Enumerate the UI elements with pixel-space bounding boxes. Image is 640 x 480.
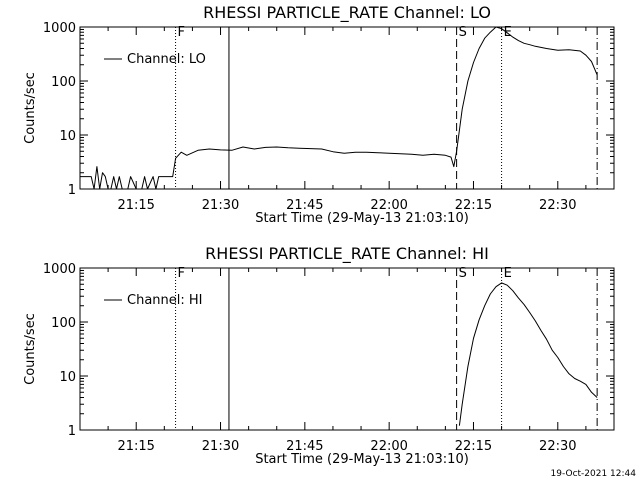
plot-frame: [79, 26, 615, 190]
plot-frame: [79, 267, 615, 431]
x-tick-label: 22:15: [455, 439, 492, 454]
x-tick-label: 21:15: [117, 439, 154, 454]
x-tick-label: 22:30: [539, 439, 576, 454]
chart-panel-lo: RHESSI PARTICLE_RATE Channel: LO Start T…: [23, 3, 615, 226]
x-tick-label: 22:00: [370, 198, 407, 213]
legend-label: Channel: HI: [127, 293, 203, 308]
event-marker-label: S: [459, 25, 467, 40]
x-tick-label: 22:00: [370, 439, 407, 454]
y-axis-label: Counts/sec: [23, 313, 38, 385]
y-tick-label: 100: [51, 75, 76, 90]
x-tick-label: 21:45: [286, 439, 323, 454]
x-axis-label: Start Time (29-May-13 21:03:10): [255, 452, 469, 467]
x-axis-label: Start Time (29-May-13 21:03:10): [255, 211, 469, 226]
x-tick-label: 22:15: [455, 198, 492, 213]
x-tick-label: 21:45: [286, 198, 323, 213]
x-tick-label: 22:30: [539, 198, 576, 213]
y-tick-label: 10: [59, 129, 76, 144]
x-tick-label: 21:15: [117, 198, 154, 213]
event-marker-label: F: [178, 25, 185, 40]
legend-label: Channel: LO: [127, 52, 206, 67]
y-tick-label: 1: [68, 424, 76, 439]
chart-panel-hi: RHESSI PARTICLE_RATE Channel: HI Start T…: [23, 244, 615, 467]
y-tick-label: 100: [51, 316, 76, 331]
series-line: [458, 282, 598, 426]
y-tick-label: 10: [59, 370, 76, 385]
x-tick-label: 21:30: [202, 198, 239, 213]
x-tick-label: 21:30: [202, 439, 239, 454]
chart-title: RHESSI PARTICLE_RATE Channel: LO: [203, 3, 491, 23]
series-line: [80, 26, 598, 190]
y-tick-label: 1000: [43, 21, 76, 36]
y-axis-label: Counts/sec: [23, 72, 38, 144]
event-marker-label: E: [504, 25, 512, 40]
footer-date: 19-Oct-2021 12:44: [551, 469, 637, 479]
chart-title: RHESSI PARTICLE_RATE Channel: HI: [205, 244, 489, 264]
event-marker-label: F: [178, 266, 185, 281]
y-tick-label: 1000: [43, 262, 76, 277]
event-marker-label: E: [504, 266, 512, 281]
y-tick-label: 1: [68, 183, 76, 198]
event-marker-label: S: [459, 266, 467, 281]
